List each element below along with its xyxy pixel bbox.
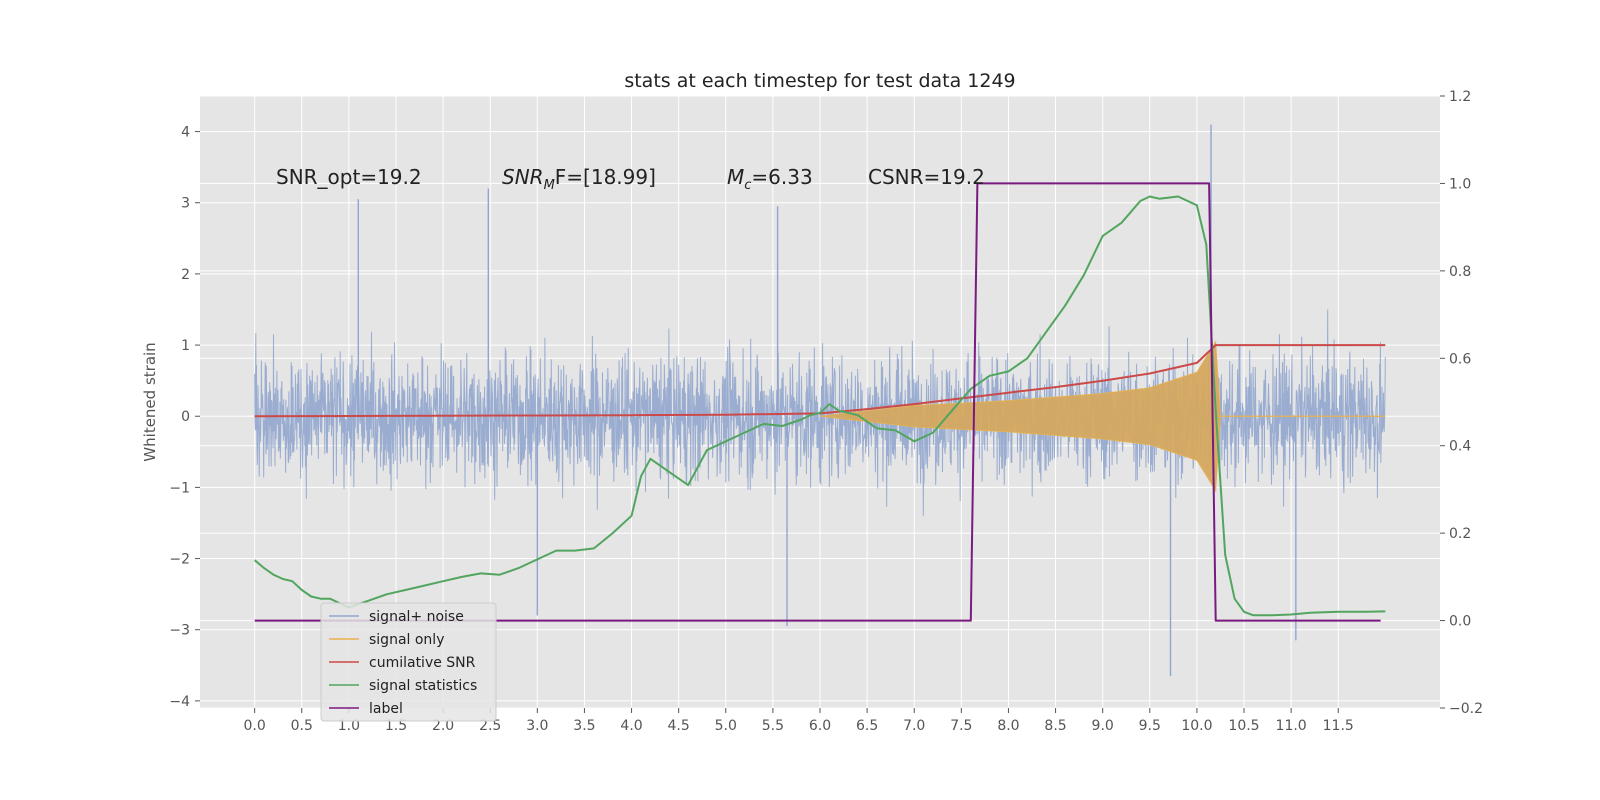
y-tick-label: −3	[169, 623, 190, 639]
x-tick-label: 10.5	[1228, 718, 1259, 734]
y-tick-label-right: 0.8	[1449, 264, 1471, 280]
y-tick-label: −1	[169, 480, 190, 496]
legend-box	[320, 602, 497, 722]
legend-label-cumulative-snr: cumilative SNR	[369, 655, 476, 671]
x-tick-label: 11.5	[1323, 718, 1354, 734]
x-tick-label: 7.0	[903, 718, 925, 734]
series-label	[254, 182, 1381, 622]
annotation-snr-mf: SNRMF=[18.99]	[502, 165, 656, 193]
x-tick-label: 8.0	[997, 718, 1019, 734]
x-tick-label: 3.5	[573, 718, 595, 734]
x-tick-label: 3.0	[526, 718, 548, 734]
y-tick-label-right: 0.6	[1449, 351, 1471, 367]
annotation-csnr: CSNR=19.2	[868, 165, 985, 189]
y-tick-label-right: 1.0	[1449, 176, 1471, 192]
x-tick-label: 1.5	[385, 718, 407, 734]
x-tick-label: 6.0	[809, 718, 831, 734]
annotations: SNR_opt=19.2 SNRMF=[18.99] Mc=6.33 CSNR=…	[276, 165, 985, 193]
y-tick-label-right: 0.0	[1449, 614, 1471, 630]
x-tick-label: 9.5	[1139, 718, 1161, 734]
x-tick-label: 2.0	[432, 718, 454, 734]
y-tick-label-right: 1.2	[1449, 89, 1471, 105]
legend-label-signal-statistics: signal statistics	[369, 678, 477, 694]
series-layer	[254, 124, 1386, 676]
x-tick-label: 8.5	[1044, 718, 1066, 734]
legend-label-signal-only: signal only	[369, 632, 444, 648]
axes: 0.0 0.5 1.0 1.5 2.0 2.5 3.0 3.5 4.0 4.5 5.0 5.5 6.0 6…	[169, 89, 1483, 734]
series-signal-statistics	[254, 195, 1386, 617]
y-tick-label-right: 0.4	[1449, 439, 1471, 455]
x-tick-label: 2.5	[479, 718, 501, 734]
x-tick-label: 5.0	[715, 718, 737, 734]
y-tick-label: 2	[181, 267, 190, 283]
x-tick-label: 6.5	[856, 718, 878, 734]
y-tick-label: 3	[181, 196, 190, 212]
x-tick-label: 5.5	[762, 718, 784, 734]
x-tick-label: 7.5	[950, 718, 972, 734]
x-tick-label: 11.0	[1276, 718, 1307, 734]
chart-title: stats at each timestep for test data 124…	[624, 70, 1015, 92]
y-tick-label: 0	[181, 409, 190, 425]
x-tick-label: 0.5	[291, 718, 313, 734]
y-tick-label: 4	[181, 125, 190, 141]
legend: signal+ noise signal only cumilative SNR…	[320, 602, 497, 722]
annotation-snr-opt: SNR_opt=19.2	[276, 165, 422, 189]
y-axis-label: Whitened strain	[141, 342, 159, 461]
x-tick-label: 10.0	[1181, 718, 1212, 734]
legend-label-signal-noise: signal+ noise	[369, 609, 464, 625]
annotation-chirp-mass: Mc=6.33	[727, 165, 813, 193]
y-tick-label: 1	[181, 338, 190, 354]
y-tick-label: −4	[169, 694, 190, 710]
y-tick-label-right: 0.2	[1449, 526, 1471, 542]
legend-label-label: label	[369, 701, 403, 717]
x-tick-label: 4.0	[620, 718, 642, 734]
x-tick-label: 1.0	[338, 718, 360, 734]
x-tick-label: 0.0	[244, 718, 266, 734]
y-tick-label: −2	[169, 552, 190, 568]
y-tick-label-right: −0.2	[1449, 701, 1483, 717]
x-tick-label: 9.0	[1092, 718, 1114, 734]
x-tick-label: 4.5	[668, 718, 690, 734]
